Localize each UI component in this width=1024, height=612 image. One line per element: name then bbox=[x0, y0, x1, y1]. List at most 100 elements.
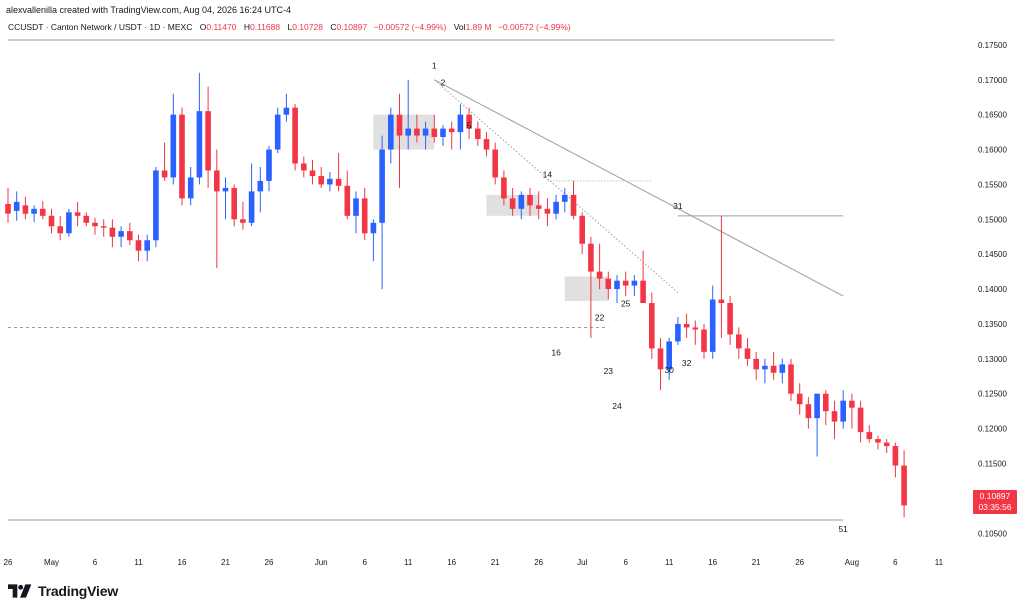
x-tick-label: 21 bbox=[221, 558, 230, 567]
candle-body bbox=[709, 299, 716, 352]
candle-body bbox=[5, 203, 11, 214]
candle-body bbox=[222, 187, 229, 192]
candle-body bbox=[840, 400, 846, 422]
candle-body bbox=[127, 231, 133, 241]
high-value: 0.11688 bbox=[250, 22, 281, 32]
x-tick-label: 26 bbox=[265, 558, 274, 567]
wave-label: 25 bbox=[621, 299, 631, 309]
candle-body bbox=[631, 280, 638, 286]
candle-body bbox=[466, 114, 472, 129]
candle-body bbox=[518, 194, 525, 209]
x-tick-label: 6 bbox=[623, 558, 628, 567]
y-tick-label: 0.16000 bbox=[978, 146, 1007, 155]
candle-body bbox=[649, 303, 655, 349]
candle-body bbox=[388, 114, 394, 150]
candle-body bbox=[823, 393, 829, 412]
candle-body bbox=[448, 128, 455, 133]
symbol-name: CCUSDT · Canton Network / USDT · 1D · ME… bbox=[8, 22, 193, 32]
candle-body bbox=[335, 178, 342, 186]
x-tick-label: 16 bbox=[708, 558, 717, 567]
x-tick-label: 21 bbox=[752, 558, 761, 567]
y-tick-label: 0.15500 bbox=[978, 180, 1007, 189]
candle-body bbox=[74, 212, 81, 216]
close-label: C bbox=[330, 22, 337, 32]
candle-body bbox=[457, 114, 464, 133]
candle-body bbox=[901, 465, 907, 506]
x-tick-label: 26 bbox=[795, 558, 804, 567]
candle-body bbox=[683, 323, 690, 328]
candle-body bbox=[857, 407, 864, 433]
candle-body bbox=[779, 364, 786, 373]
volume-value: 1.89 M bbox=[465, 22, 492, 32]
candle-body bbox=[762, 365, 768, 370]
candle-body bbox=[727, 303, 733, 335]
candle-body bbox=[527, 194, 533, 206]
candle-body bbox=[100, 226, 107, 228]
candle-body bbox=[353, 198, 359, 216]
x-tick-label: Jun bbox=[315, 558, 328, 567]
candle-body bbox=[562, 194, 568, 202]
open-value: 0.11470 bbox=[206, 22, 237, 32]
candle-body bbox=[153, 170, 159, 241]
candle-body bbox=[535, 205, 542, 209]
wave-label: 31 bbox=[673, 201, 683, 211]
candle-body bbox=[187, 177, 194, 199]
x-tick-label: 26 bbox=[534, 558, 543, 567]
candle-body bbox=[805, 404, 812, 419]
candle-body bbox=[231, 187, 237, 220]
candle-body bbox=[92, 222, 98, 227]
candle-body bbox=[657, 348, 664, 370]
candle-body bbox=[57, 226, 63, 234]
y-tick-label: 0.11500 bbox=[978, 459, 1007, 468]
high-label: H bbox=[243, 22, 250, 32]
candle-body bbox=[849, 400, 855, 408]
x-tick-label: Jul bbox=[577, 558, 587, 567]
candle-body bbox=[866, 432, 873, 440]
candle-body bbox=[483, 139, 490, 150]
candle-body bbox=[588, 243, 594, 272]
x-tick-label: 11 bbox=[665, 558, 674, 567]
candle-body bbox=[596, 271, 603, 279]
candle-body bbox=[361, 198, 368, 234]
candle-body bbox=[622, 280, 629, 286]
candle-body bbox=[309, 170, 316, 177]
y-tick-label: 0.13500 bbox=[978, 320, 1007, 329]
candle-body bbox=[692, 327, 699, 330]
candle-body bbox=[196, 111, 203, 178]
x-tick-label: 21 bbox=[491, 558, 500, 567]
volume-label: Vol bbox=[453, 22, 466, 32]
symbol-legend: CCUSDT · Canton Network / USDT · 1D · ME… bbox=[8, 22, 571, 32]
candle-body bbox=[48, 215, 55, 227]
candle-body bbox=[553, 201, 559, 214]
candle-body bbox=[675, 323, 681, 342]
candle-body bbox=[40, 208, 46, 216]
y-tick-label: 0.17500 bbox=[978, 41, 1007, 50]
x-tick-label: 11 bbox=[134, 558, 143, 567]
candle-body bbox=[344, 185, 351, 216]
candle-body bbox=[379, 149, 385, 223]
candle-body bbox=[814, 393, 820, 419]
wave-label: 1 bbox=[432, 61, 437, 71]
candle-body bbox=[161, 170, 168, 178]
candle-body bbox=[544, 208, 551, 214]
wave-label: 16 bbox=[551, 347, 561, 357]
candle-body bbox=[405, 128, 411, 136]
chart-credit: alexvallenilla created with TradingView.… bbox=[6, 5, 291, 15]
candle-body bbox=[422, 128, 429, 136]
candle-body bbox=[570, 194, 577, 216]
wave-label: 30 bbox=[664, 365, 674, 375]
candle-body bbox=[831, 411, 838, 422]
candle-body bbox=[135, 240, 142, 251]
candle-body bbox=[327, 178, 333, 185]
x-tick-label: 6 bbox=[93, 558, 98, 567]
candle-body bbox=[744, 348, 751, 359]
wave-label: 23 bbox=[604, 366, 614, 376]
brand-footer[interactable]: TradingView bbox=[8, 583, 118, 599]
wave-label: 24 bbox=[612, 401, 622, 411]
candle-body bbox=[283, 107, 290, 115]
candle-body bbox=[579, 215, 585, 244]
candle-body bbox=[370, 222, 377, 234]
candle-body bbox=[301, 163, 307, 171]
consolidation-box bbox=[564, 276, 609, 301]
